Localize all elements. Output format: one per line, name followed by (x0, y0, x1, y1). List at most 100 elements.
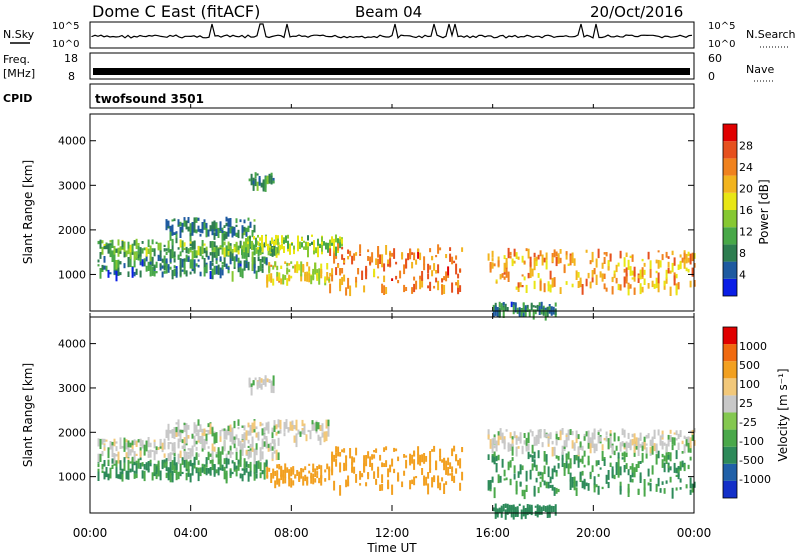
range-cell (591, 432, 594, 442)
range-cell (421, 278, 424, 288)
range-cell (617, 436, 620, 442)
range-cell (451, 466, 454, 473)
range-cell (459, 482, 462, 491)
range-cell (143, 260, 146, 267)
range-cell (159, 439, 162, 449)
range-cell (427, 483, 430, 495)
range-cell (275, 247, 277, 255)
range-cell (573, 444, 576, 449)
range-cell (197, 419, 200, 426)
range-cell (521, 445, 524, 455)
range-cell (187, 226, 190, 232)
range-cell (197, 259, 200, 262)
range-cell (625, 267, 628, 277)
range-cell (328, 466, 331, 472)
range-cell (609, 433, 612, 437)
colorbar-swatch (723, 327, 737, 345)
range-cell (549, 484, 552, 488)
range-cell (257, 249, 260, 252)
range-cell (613, 432, 616, 442)
range-cell (320, 475, 323, 486)
range-cell (187, 454, 190, 459)
range-cell (355, 281, 358, 288)
range-cell (589, 260, 592, 265)
range-cell (253, 246, 256, 256)
range-cell (525, 248, 528, 252)
range-cell (549, 476, 552, 484)
range-cell (235, 232, 238, 237)
range-cell (267, 445, 270, 452)
range-cell (203, 466, 206, 475)
range-cell (633, 467, 636, 478)
range-cell (103, 445, 106, 448)
range-cell (264, 180, 267, 188)
range-cell (517, 446, 520, 449)
range-cell (283, 421, 286, 432)
range-cell (593, 443, 596, 454)
range-cell (609, 442, 612, 448)
range-cell (165, 263, 168, 274)
range-cell (377, 258, 380, 269)
range-cell (619, 466, 622, 476)
range-cell (225, 245, 228, 257)
range-cell (447, 274, 450, 278)
range-cell (310, 275, 313, 285)
range-cell (609, 436, 612, 443)
range-cell (103, 265, 106, 270)
range-cell (223, 458, 226, 465)
range-cell (367, 473, 370, 480)
range-cell (355, 447, 358, 456)
range-cell (461, 471, 464, 481)
range-cell (361, 473, 364, 478)
range-cell (567, 451, 570, 460)
range-cell (255, 443, 258, 450)
range-cell (347, 475, 350, 487)
range-cell (453, 475, 456, 483)
range-cell (538, 506, 541, 515)
range-cell (288, 470, 291, 478)
range-cell (255, 247, 258, 254)
range-cell (413, 476, 416, 486)
range-cell (105, 245, 108, 250)
range-cell (282, 469, 285, 478)
range-cell (661, 453, 664, 458)
range-cell (307, 235, 309, 241)
range-cell (167, 467, 170, 472)
range-cell (547, 466, 550, 478)
range-cell (312, 468, 315, 473)
range-cell (633, 271, 636, 282)
range-cell (183, 266, 186, 272)
x-axis-label: Time UT (366, 541, 417, 554)
range-cell (193, 217, 196, 226)
range-cell (320, 263, 323, 274)
range-cell (511, 258, 514, 267)
range-cell (157, 462, 160, 472)
range-cell (141, 259, 144, 267)
range-cell (499, 428, 502, 437)
range-cell (209, 261, 212, 269)
range-cell (193, 435, 196, 440)
range-cell (193, 240, 196, 250)
range-cell (555, 455, 558, 459)
range-cell (363, 455, 366, 467)
range-cell (379, 454, 382, 461)
range-cell (689, 445, 692, 453)
range-cell (601, 486, 604, 490)
range-cell (300, 468, 303, 471)
range-cell (511, 436, 514, 440)
range-cell (413, 276, 416, 281)
range-cell (609, 455, 612, 459)
range-cell (629, 255, 632, 258)
range-cell (251, 447, 254, 452)
range-cell (503, 255, 506, 260)
range-cell (245, 247, 247, 257)
range-cell (205, 264, 208, 273)
range-cell (213, 446, 216, 452)
range-cell (593, 268, 596, 275)
range-cell (679, 260, 682, 269)
range-cell (119, 440, 122, 449)
range-cell (107, 243, 110, 254)
range-cell (541, 472, 544, 482)
range-cell (631, 478, 634, 483)
